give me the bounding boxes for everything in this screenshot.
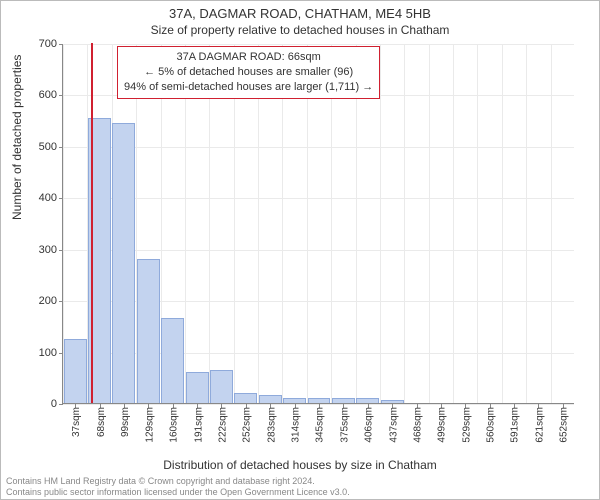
chart-title-main: 37A, DAGMAR ROAD, CHATHAM, ME4 5HB [0,0,600,21]
footer-line-1: Contains HM Land Registry data © Crown c… [6,476,350,487]
ytick-label: 100 [39,347,57,359]
histogram-bar [356,398,379,403]
ytick-label: 400 [39,192,57,204]
histogram-bar [112,123,135,403]
gridline-v [477,44,478,403]
ytick-mark [59,404,63,405]
ytick-label: 500 [39,141,57,153]
footer-line-2: Contains public sector information licen… [6,487,350,498]
annotation-line: 94% of semi-detached houses are larger (… [124,80,373,95]
histogram-bar [137,259,160,403]
xtick-label: 191sqm [193,407,204,443]
xtick-label: 560sqm [486,407,497,443]
histogram-bar [186,372,209,403]
xtick-label: 252sqm [242,407,253,443]
ytick-label: 700 [39,38,57,50]
xtick-label: 437sqm [388,407,399,443]
gridline-v [551,44,552,403]
subject-marker-line [91,43,93,403]
gridline-v [526,44,527,403]
xtick-label: 499sqm [437,407,448,443]
ytick-label: 200 [39,295,57,307]
y-axis-label: Number of detached properties [10,55,24,220]
xtick-label: 529sqm [461,407,472,443]
footer-attribution: Contains HM Land Registry data © Crown c… [6,476,350,498]
gridline-v [429,44,430,403]
xtick-label: 591sqm [510,407,521,443]
histogram-bar [64,339,87,403]
xtick-label: 99sqm [120,407,131,437]
gridline-h [63,250,574,251]
xtick-label: 283sqm [266,407,277,443]
histogram-bar [210,370,233,403]
annotation-box: 37A DAGMAR ROAD: 66sqm← 5% of detached h… [117,46,380,99]
ytick-label: 300 [39,244,57,256]
histogram-bar [381,400,404,403]
xtick-label: 652sqm [559,407,570,443]
histogram-bar [259,395,282,403]
xtick-label: 222sqm [217,407,228,443]
chart-title-sub: Size of property relative to detached ho… [0,21,600,37]
xtick-label: 160sqm [169,407,180,443]
gridline-h [63,198,574,199]
gridline-v [502,44,503,403]
annotation-line: 37A DAGMAR ROAD: 66sqm [124,50,373,65]
xtick-label: 129sqm [144,407,155,443]
xtick-label: 375sqm [339,407,350,443]
gridline-h [63,147,574,148]
xtick-label: 37sqm [71,407,82,437]
xtick-label: 345sqm [315,407,326,443]
gridline-h [63,44,574,45]
xtick-label: 314sqm [291,407,302,443]
ytick-label: 600 [39,89,57,101]
plot-region: 010020030040050060070037sqm68sqm99sqm129… [62,44,574,404]
x-axis-label: Distribution of detached houses by size … [0,458,600,472]
xtick-label: 621sqm [534,407,545,443]
histogram-bar [161,318,184,403]
xtick-label: 468sqm [413,407,424,443]
histogram-bar [234,393,257,403]
annotation-line: ← 5% of detached houses are smaller (96) [124,65,373,80]
gridline-v [453,44,454,403]
ytick-label: 0 [51,398,57,410]
chart-area: 010020030040050060070037sqm68sqm99sqm129… [62,44,574,404]
histogram-bar [332,398,355,403]
histogram-bar [283,398,306,403]
xtick-label: 406sqm [364,407,375,443]
gridline-v [404,44,405,403]
histogram-bar [308,398,331,403]
xtick-label: 68sqm [96,407,107,437]
